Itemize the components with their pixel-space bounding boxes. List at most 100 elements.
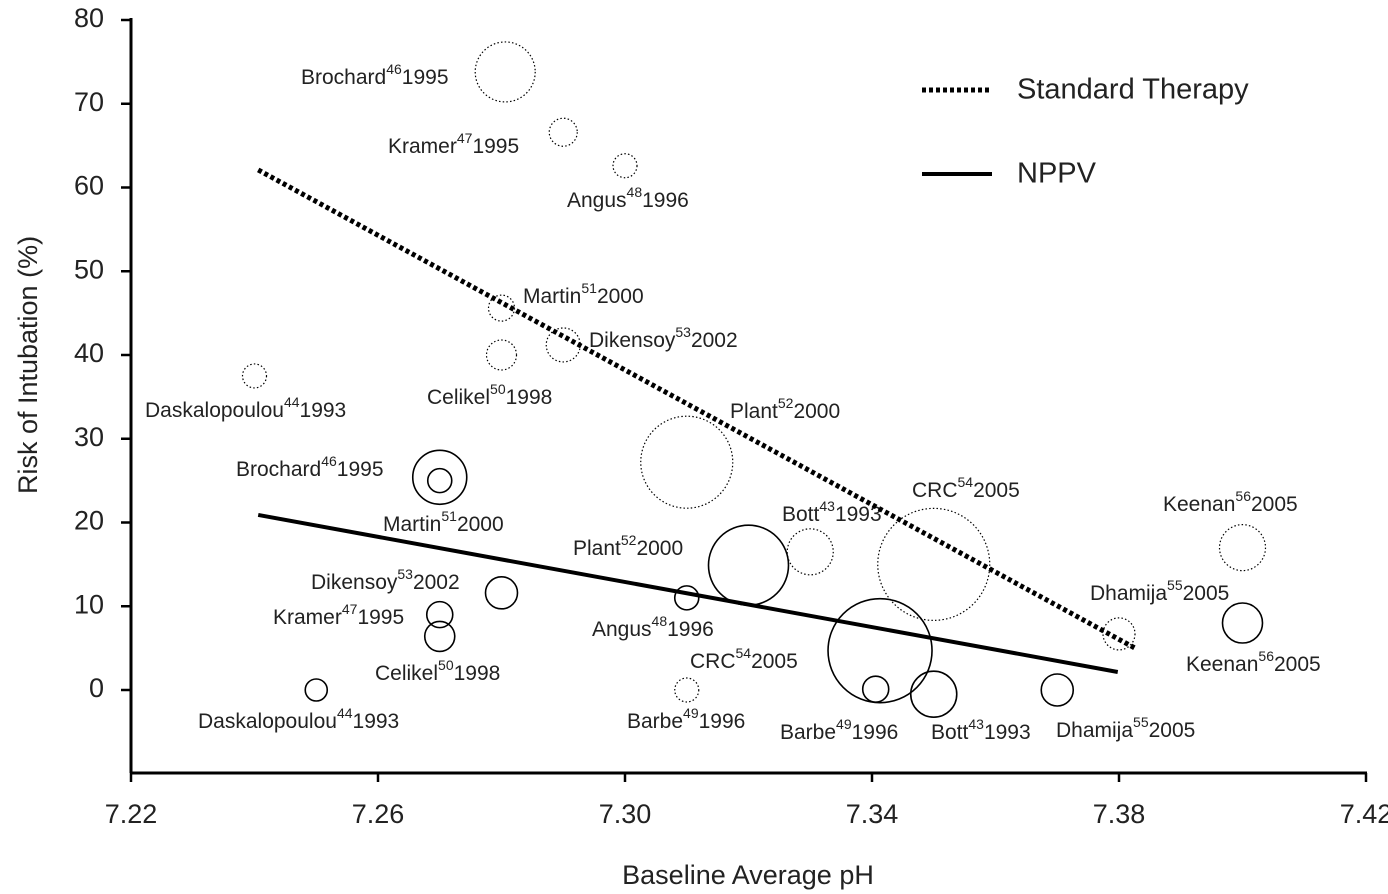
label-ref: 52 xyxy=(621,532,637,548)
bubble xyxy=(1102,617,1136,651)
x-tick-label: 7.22 xyxy=(105,799,158,829)
x-tick-label: 7.30 xyxy=(599,799,652,829)
label-ref: 50 xyxy=(438,657,454,673)
label-name: Celikel xyxy=(427,386,490,409)
bubble xyxy=(612,153,638,179)
point-label: Keenan562005 xyxy=(1163,488,1298,516)
label-ref: 46 xyxy=(386,61,402,77)
legend-label: NPPV xyxy=(1017,158,1097,190)
label-ref: 49 xyxy=(836,716,852,732)
label-year: 1996 xyxy=(642,189,689,212)
label-year: 2000 xyxy=(636,537,683,560)
label-year: 2000 xyxy=(597,285,644,308)
point-label: Angus481996 xyxy=(567,184,689,212)
label-ref: 50 xyxy=(490,381,506,397)
label-year: 2000 xyxy=(793,400,840,423)
y-tick-label: 30 xyxy=(74,422,104,452)
bubble xyxy=(241,363,268,389)
label-name: Bott xyxy=(782,503,820,526)
point-label: Martin512000 xyxy=(383,508,504,536)
label-name: Dhamija xyxy=(1090,582,1167,605)
point-label: Barbe491996 xyxy=(627,705,745,733)
bubble xyxy=(827,597,933,704)
label-ref: 51 xyxy=(581,280,597,296)
label-ref: 49 xyxy=(683,705,699,721)
trend-line xyxy=(257,167,1137,651)
bubble xyxy=(1040,673,1075,707)
label-name: Angus xyxy=(567,189,627,212)
label-ref: 48 xyxy=(627,184,643,200)
label-name: Daskalopoulou xyxy=(145,399,284,422)
y-tick-label: 20 xyxy=(74,506,104,536)
bubble xyxy=(304,678,329,702)
label-year: 1996 xyxy=(852,721,899,744)
label-year: 1995 xyxy=(472,135,519,158)
label-ref: 53 xyxy=(397,566,413,582)
label-year: 2002 xyxy=(691,329,738,352)
y-tick-label: 80 xyxy=(74,3,104,33)
label-name: Keenan xyxy=(1163,493,1235,516)
label-name: Plant xyxy=(573,537,621,560)
label-ref: 54 xyxy=(736,645,752,661)
point-label: Bott431993 xyxy=(931,716,1031,744)
bubble xyxy=(484,576,519,610)
bubble xyxy=(1218,524,1267,572)
bubble xyxy=(474,41,536,103)
label-year: 2000 xyxy=(457,513,504,536)
point-label: Daskalopoulou441993 xyxy=(198,705,399,733)
point-label: Keenan562005 xyxy=(1186,648,1321,676)
bubble xyxy=(1221,602,1264,644)
label-year: 2005 xyxy=(1274,653,1321,676)
label-year: 1995 xyxy=(337,458,384,481)
label-name: Barbe xyxy=(627,710,683,733)
label-ref: 54 xyxy=(958,474,974,490)
bubble xyxy=(487,294,516,322)
bubble xyxy=(411,449,468,506)
point-label: Kramer471995 xyxy=(388,130,519,158)
label-ref: 55 xyxy=(1133,714,1149,730)
point-label: Dhamija552005 xyxy=(1090,577,1229,605)
label-year: 1993 xyxy=(353,710,400,733)
bubble xyxy=(485,339,518,371)
point-label: Daskalopoulou441993 xyxy=(145,394,346,422)
point-label: CRC542005 xyxy=(690,645,798,673)
point-label: Celikel501998 xyxy=(375,657,500,685)
bubble xyxy=(425,600,454,629)
bubble xyxy=(786,528,834,576)
x-tick-label: 7.42 xyxy=(1340,799,1388,829)
bubble xyxy=(640,415,734,509)
bubble xyxy=(673,585,700,611)
label-ref: 46 xyxy=(321,453,337,469)
label-year: 2005 xyxy=(1251,493,1298,516)
point-label: Dhamija552005 xyxy=(1056,714,1195,742)
point-label: Plant522000 xyxy=(730,395,840,423)
bubble xyxy=(909,670,958,718)
bubble xyxy=(545,327,581,363)
label-year: 1998 xyxy=(454,662,501,685)
label-ref: 43 xyxy=(819,498,835,514)
point-label: Kramer471995 xyxy=(273,601,404,629)
label-year: 2002 xyxy=(413,571,460,594)
label-ref: 53 xyxy=(675,324,691,340)
point-label: Celikel501998 xyxy=(427,381,552,409)
label-ref: 44 xyxy=(284,394,300,410)
label-name: Bott xyxy=(931,721,969,744)
trend-line xyxy=(257,512,1119,674)
label-year: 1993 xyxy=(835,503,882,526)
x-tick-label: 7.26 xyxy=(352,799,405,829)
label-name: CRC xyxy=(912,479,958,502)
label-year: 1998 xyxy=(506,386,553,409)
label-year: 1995 xyxy=(402,66,449,89)
y-tick-label: 60 xyxy=(74,171,104,201)
bubble xyxy=(423,620,456,653)
label-name: Keenan xyxy=(1186,653,1258,676)
label-name: CRC xyxy=(690,650,736,673)
label-name: Martin xyxy=(523,285,581,308)
bubble xyxy=(877,507,991,621)
y-tick-label: 10 xyxy=(74,589,104,619)
bubble xyxy=(426,467,453,494)
label-ref: 56 xyxy=(1258,648,1274,664)
point-label: Dikensoy532002 xyxy=(311,566,460,594)
label-name: Brochard xyxy=(236,458,321,481)
